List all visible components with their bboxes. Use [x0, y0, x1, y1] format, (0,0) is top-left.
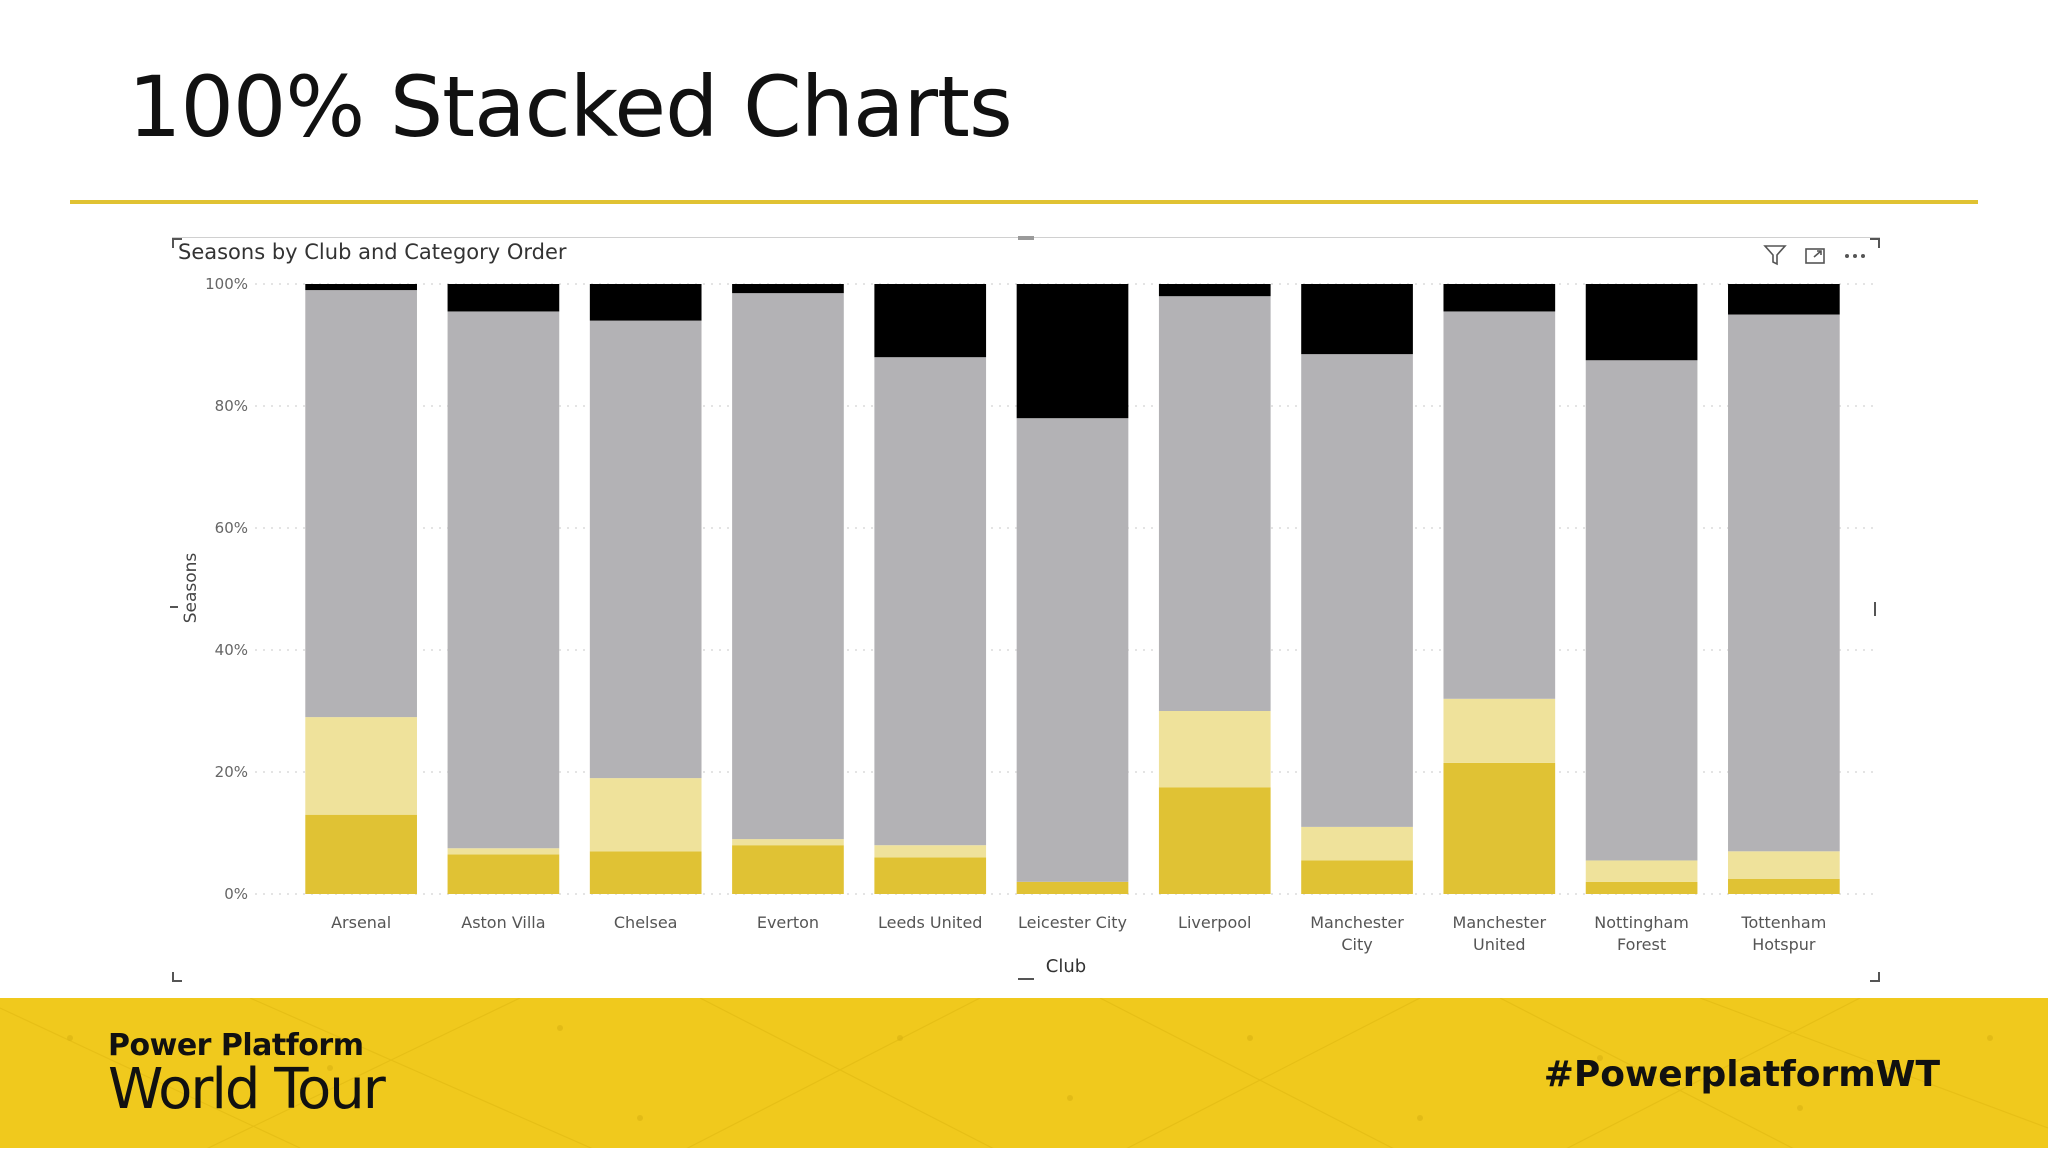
- bar-segment[interactable]: [732, 845, 844, 894]
- x-tick-label: Leicester City: [1018, 913, 1127, 932]
- bar-segment[interactable]: [589, 778, 702, 852]
- footer-banner: Power Platform World Tour #Powerplatform…: [0, 998, 2048, 1152]
- bar-segment[interactable]: [447, 848, 560, 855]
- bar-segment[interactable]: [447, 284, 560, 312]
- x-tick-label: Arsenal: [331, 913, 391, 932]
- resize-handle-right[interactable]: [1874, 602, 1876, 616]
- bar-segment[interactable]: [447, 311, 560, 849]
- bar-segment[interactable]: [1728, 284, 1840, 315]
- x-tick-label: Aston Villa: [461, 913, 545, 932]
- bar-segment[interactable]: [1443, 284, 1556, 312]
- x-tick-label: Liverpool: [1178, 913, 1251, 932]
- bar-segment[interactable]: [1728, 878, 1840, 894]
- bar-segment[interactable]: [1585, 881, 1698, 894]
- bar-segment[interactable]: [732, 293, 844, 840]
- y-axis-ticks: 0% 20% 40% 60% 80% 100%: [205, 275, 248, 903]
- bar-segment[interactable]: [1728, 314, 1840, 852]
- y-tick-label: 20%: [215, 763, 248, 781]
- x-axis-title: Club: [1046, 956, 1086, 977]
- y-tick-label: 40%: [215, 641, 248, 659]
- visual-header-icons: [1760, 242, 1870, 268]
- bar-segment[interactable]: [732, 284, 844, 294]
- bar-segment[interactable]: [874, 845, 987, 858]
- bar-segment[interactable]: [305, 284, 417, 291]
- bar-segment[interactable]: [732, 839, 844, 846]
- bar-segment[interactable]: [874, 857, 987, 894]
- focus-mode-icon[interactable]: [1800, 242, 1830, 268]
- resize-handle-top-left[interactable]: [172, 238, 182, 248]
- y-axis-title: Seasons: [181, 553, 201, 624]
- x-tick-label: Everton: [757, 913, 819, 932]
- bar-segment[interactable]: [589, 320, 702, 779]
- x-tick-label: Tottenham Hotspur: [1740, 913, 1826, 954]
- filter-icon[interactable]: [1760, 242, 1790, 268]
- bar-segment[interactable]: [1585, 360, 1698, 861]
- x-tick-label: Chelsea: [614, 913, 678, 932]
- bar-segment[interactable]: [874, 357, 987, 846]
- visual-title: Seasons by Club and Category Order: [178, 240, 567, 264]
- footer-strip: [0, 1148, 2048, 1152]
- bar-segment[interactable]: [1443, 762, 1556, 894]
- y-tick-label: 80%: [215, 397, 248, 415]
- bar-segment[interactable]: [1301, 354, 1413, 827]
- drag-grip-handle[interactable]: [1018, 236, 1034, 240]
- bar-segment[interactable]: [1585, 860, 1698, 882]
- bar-segment[interactable]: [589, 851, 702, 894]
- resize-handle-top-right[interactable]: [1870, 238, 1880, 248]
- stacked-bar-chart: 0% 20% 40% 60% 80% 100% Arsenal Aston Villa Che…: [181, 275, 1875, 977]
- bar-segment[interactable]: [305, 717, 417, 815]
- bar-segment[interactable]: [1016, 418, 1129, 882]
- x-tick-label: Manchester City: [1310, 913, 1404, 954]
- y-tick-label: 60%: [215, 519, 248, 537]
- x-tick-label: Leeds United: [878, 913, 982, 932]
- bar-segment[interactable]: [305, 814, 417, 894]
- resize-handle-bottom[interactable]: [1018, 978, 1034, 980]
- brand-logo: Power Platform World Tour: [108, 1028, 386, 1122]
- bar-segment[interactable]: [874, 284, 987, 358]
- resize-handle-left[interactable]: [170, 606, 178, 608]
- bar-segment[interactable]: [1301, 284, 1413, 355]
- resize-handle-bottom-left[interactable]: [172, 972, 182, 982]
- slide-title: 100% Stacked Charts: [128, 58, 1013, 156]
- bar-segment[interactable]: [1016, 881, 1129, 894]
- bar-segment[interactable]: [589, 284, 702, 321]
- bar-segment[interactable]: [1016, 284, 1129, 419]
- y-tick-label: 100%: [205, 275, 248, 293]
- chart-visual[interactable]: Seasons by Club and Category Order 0% 20%…: [60, 222, 1890, 1000]
- bar-segment[interactable]: [1728, 851, 1840, 879]
- event-hashtag: #PowerplatformWT: [1543, 1054, 1940, 1095]
- bar-segment[interactable]: [1301, 826, 1413, 861]
- bar-segment[interactable]: [1158, 296, 1271, 711]
- x-tick-label: Nottingham Forest: [1594, 913, 1689, 954]
- footer-pattern: [0, 998, 2048, 1152]
- x-axis-ticks: Arsenal Aston Villa Chelsea Everton Leeds Un…: [331, 913, 1826, 954]
- bar-segment[interactable]: [1158, 711, 1271, 788]
- bar-segment[interactable]: [1158, 284, 1271, 297]
- bar-segment[interactable]: [1585, 284, 1698, 361]
- bar-segment[interactable]: [1301, 860, 1413, 894]
- brand-line2: World Tour: [108, 1057, 386, 1122]
- bar-segment[interactable]: [1158, 787, 1271, 894]
- y-tick-label: 0%: [224, 885, 248, 903]
- resize-handle-bottom-right[interactable]: [1870, 972, 1880, 982]
- brand-line1: Power Platform: [108, 1028, 364, 1063]
- bar-segment[interactable]: [1443, 311, 1556, 699]
- bar-segment[interactable]: [1443, 698, 1556, 763]
- more-options-icon[interactable]: [1840, 242, 1870, 268]
- title-divider: [70, 200, 1978, 204]
- x-tick-label: Manchester United: [1453, 913, 1547, 954]
- bars: [305, 284, 1840, 894]
- bar-segment[interactable]: [447, 854, 560, 894]
- bar-segment[interactable]: [305, 290, 417, 718]
